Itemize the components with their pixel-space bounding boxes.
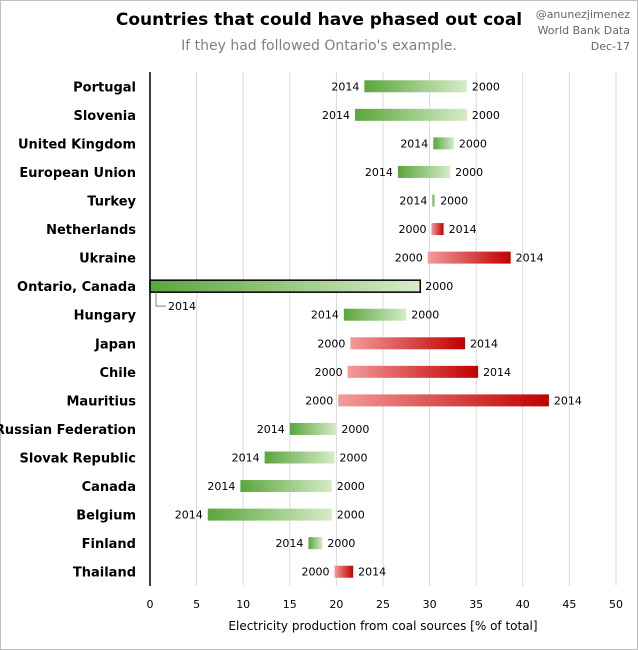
year-label-left-ontario-canada: 2014 xyxy=(168,300,196,313)
category-label-netherlands: Netherlands xyxy=(46,223,136,238)
year-label-left-thailand: 2000 xyxy=(302,566,330,579)
year-label-right-finland: 2000 xyxy=(327,537,355,550)
year-label-left-belgium: 2014 xyxy=(175,509,203,522)
category-label-slovenia: Slovenia xyxy=(73,109,136,124)
year-label-left-canada: 2014 xyxy=(207,480,235,493)
chart-subtitle: If they had followed Ontario's example. xyxy=(181,38,457,54)
year-label-left-netherlands: 2000 xyxy=(398,223,426,236)
year-label-left-portugal: 2014 xyxy=(331,80,359,93)
year-label-left-slovak-republic: 2014 xyxy=(232,452,260,465)
x-tick-label-25: 25 xyxy=(376,598,390,611)
year-label-left-mauritius: 2000 xyxy=(305,394,333,407)
category-label-chile: Chile xyxy=(99,366,136,381)
category-label-portugal: Portugal xyxy=(73,80,136,95)
year-label-right-chile: 2014 xyxy=(483,366,511,379)
year-label-right-thailand: 2014 xyxy=(358,566,386,579)
year-label-right-slovenia: 2000 xyxy=(472,109,500,122)
bar-hungary xyxy=(343,308,407,321)
year-label-right-russian-federation: 2000 xyxy=(341,423,369,436)
bar-russian-federation xyxy=(289,422,337,435)
year-label-right-turkey: 2000 xyxy=(440,195,468,208)
year-label-left-russian-federation: 2014 xyxy=(257,423,285,436)
category-label-belgium: Belgium xyxy=(76,509,136,524)
category-label-ukraine: Ukraine xyxy=(79,252,136,267)
year-label-right-slovak-republic: 2000 xyxy=(340,452,368,465)
chart-title: Countries that could have phased out coa… xyxy=(115,10,523,30)
year-label-right-european-union: 2000 xyxy=(455,166,483,179)
bar-ontario-canada xyxy=(149,279,422,293)
credit-source: World Bank Data xyxy=(537,24,630,37)
year-label-left-hungary: 2014 xyxy=(311,309,339,322)
x-tick-label-5: 5 xyxy=(193,598,200,611)
bar-chile xyxy=(347,365,479,378)
bar-mauritius xyxy=(338,394,549,407)
year-label-left-chile: 2000 xyxy=(315,366,343,379)
bar-slovenia xyxy=(355,108,467,121)
year-label-left-finland: 2014 xyxy=(275,537,303,550)
x-tick-label-30: 30 xyxy=(423,598,437,611)
bar-belgium xyxy=(207,508,332,521)
bar-united-kingdom xyxy=(433,137,454,150)
bar-canada xyxy=(240,480,332,493)
x-tick-label-45: 45 xyxy=(562,598,576,611)
year-label-left-japan: 2000 xyxy=(317,337,345,350)
category-label-japan: Japan xyxy=(94,337,136,352)
bar-turkey xyxy=(432,194,436,207)
leader-line-ontario-canada xyxy=(155,292,166,307)
bar-european-union xyxy=(397,165,451,178)
bar-thailand xyxy=(334,565,354,578)
year-label-left-united-kingdom: 2014 xyxy=(400,137,428,150)
year-label-right-netherlands: 2014 xyxy=(449,223,477,236)
year-label-right-united-kingdom: 2000 xyxy=(459,137,487,150)
category-label-slovak-republic: Slovak Republic xyxy=(20,452,136,467)
bar-ukraine xyxy=(427,251,511,264)
x-tick-label-50: 50 xyxy=(609,598,623,611)
x-tick-label-35: 35 xyxy=(469,598,483,611)
credit-date: Dec-17 xyxy=(590,40,630,53)
x-tick-label-0: 0 xyxy=(147,598,154,611)
bar-finland xyxy=(308,537,323,550)
bar-japan xyxy=(350,337,466,350)
category-label-united-kingdom: United Kingdom xyxy=(18,137,136,152)
category-label-turkey: Turkey xyxy=(87,195,136,210)
category-label-thailand: Thailand xyxy=(73,566,136,581)
category-label-mauritius: Mauritius xyxy=(67,394,137,409)
year-label-right-mauritius: 2014 xyxy=(554,394,582,407)
year-label-right-japan: 2014 xyxy=(470,337,498,350)
category-label-russian-federation: Russian Federation xyxy=(0,423,136,438)
x-tick-label-20: 20 xyxy=(329,598,343,611)
category-label-canada: Canada xyxy=(82,480,136,495)
year-label-right-hungary: 2000 xyxy=(411,309,439,322)
bar-slovak-republic xyxy=(264,451,335,464)
x-axis-title: Electricity production from coal sources… xyxy=(228,619,537,633)
year-label-right-ontario-canada: 2000 xyxy=(425,280,453,293)
year-label-left-slovenia: 2014 xyxy=(322,109,350,122)
year-label-right-belgium: 2000 xyxy=(337,509,365,522)
credit-author: @anunezjimenez xyxy=(535,8,630,21)
category-label-european-union: European Union xyxy=(19,166,136,181)
bar-netherlands xyxy=(431,223,444,236)
bar-portugal xyxy=(364,80,467,93)
x-tick-label-10: 10 xyxy=(236,598,250,611)
x-tick-label-40: 40 xyxy=(516,598,530,611)
year-label-left-european-union: 2014 xyxy=(365,166,393,179)
category-label-finland: Finland xyxy=(82,537,136,552)
x-tick-label-15: 15 xyxy=(283,598,297,611)
year-label-right-portugal: 2000 xyxy=(472,80,500,93)
year-label-right-canada: 2000 xyxy=(337,480,365,493)
year-label-right-ukraine: 2014 xyxy=(516,252,544,265)
category-label-ontario-canada: Ontario, Canada xyxy=(17,280,136,295)
category-label-hungary: Hungary xyxy=(74,309,137,324)
year-label-left-turkey: 2014 xyxy=(399,195,427,208)
year-label-left-ukraine: 2000 xyxy=(395,252,423,265)
